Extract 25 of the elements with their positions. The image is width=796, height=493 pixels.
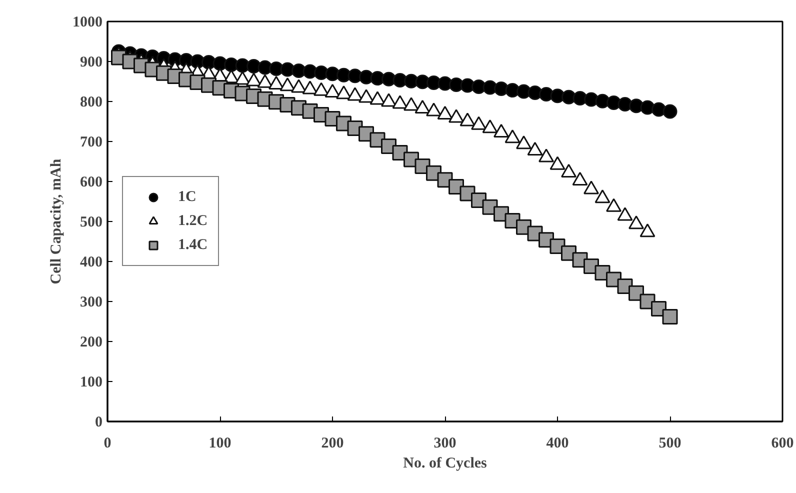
legend-label: 1C xyxy=(178,188,198,206)
y-tick-label: 300 xyxy=(80,294,102,310)
y-tick-label: 500 xyxy=(80,214,102,230)
x-tick-label: 300 xyxy=(434,436,456,452)
y-tick-label: 200 xyxy=(80,334,102,350)
y-tick-label: 0 xyxy=(95,414,102,430)
legend-label: 1.2C xyxy=(178,212,208,230)
y-tick-label: 1000 xyxy=(72,14,102,30)
x-tick-label: 400 xyxy=(546,436,569,452)
y-axis-title: Cell Capacity, mAh xyxy=(48,158,64,284)
point xyxy=(595,94,610,108)
y-tick-label: 600 xyxy=(80,174,102,190)
point xyxy=(662,308,678,324)
y-tick-label: 100 xyxy=(80,374,102,390)
y-tick-label: 800 xyxy=(80,94,102,110)
x-axis-title: No. of Cycles xyxy=(403,456,488,472)
point xyxy=(662,104,678,119)
x-tick-label: 200 xyxy=(321,436,344,452)
x-tick-label: 500 xyxy=(658,436,682,452)
legend-label: 1.4C xyxy=(178,236,208,254)
y-tick-label: 400 xyxy=(80,254,102,270)
y-tick-label: 700 xyxy=(80,134,102,150)
x-tick-label: 100 xyxy=(208,436,232,452)
x-tick-label: 600 xyxy=(771,436,794,452)
y-tick-label: 900 xyxy=(80,54,102,70)
